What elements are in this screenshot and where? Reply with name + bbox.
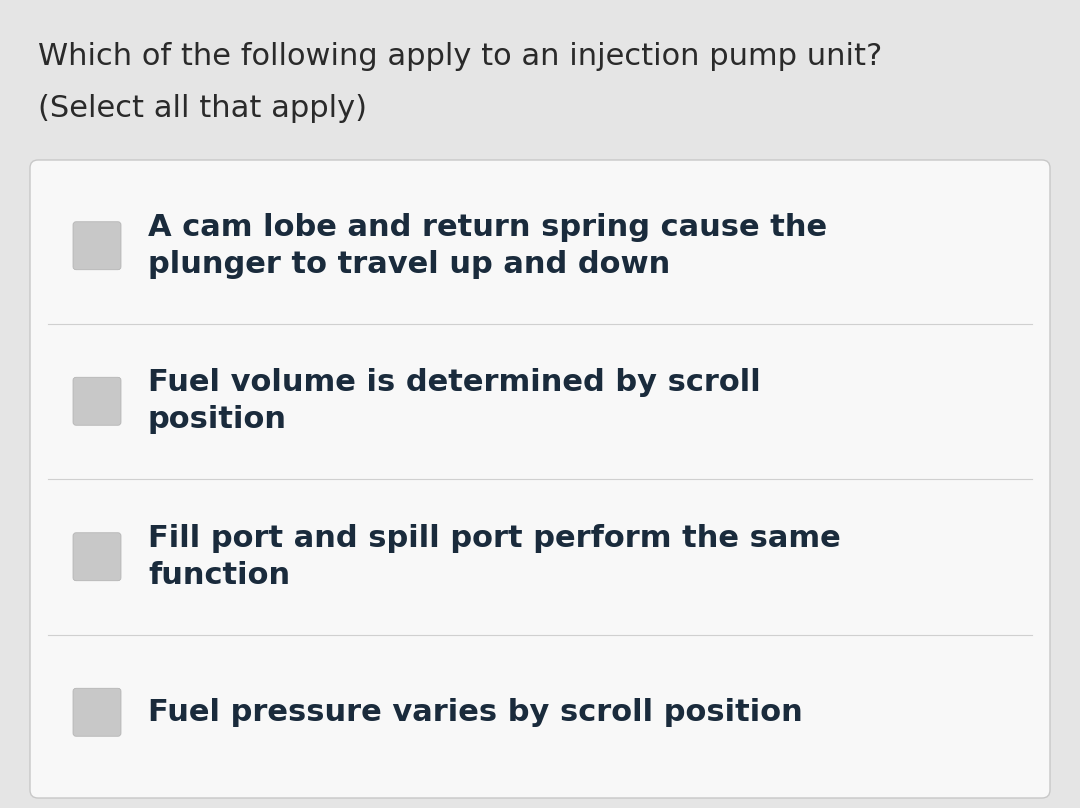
- Text: A cam lobe and return spring cause the
plunger to travel up and down: A cam lobe and return spring cause the p…: [148, 213, 827, 279]
- FancyBboxPatch shape: [30, 160, 1050, 798]
- Text: Which of the following apply to an injection pump unit?: Which of the following apply to an injec…: [38, 42, 882, 71]
- Text: (Select all that apply): (Select all that apply): [38, 94, 367, 123]
- FancyBboxPatch shape: [73, 532, 121, 581]
- FancyBboxPatch shape: [73, 688, 121, 736]
- FancyBboxPatch shape: [73, 377, 121, 425]
- Text: Fill port and spill port perform the same
function: Fill port and spill port perform the sam…: [148, 524, 840, 590]
- FancyBboxPatch shape: [73, 221, 121, 270]
- Text: Fuel volume is determined by scroll
position: Fuel volume is determined by scroll posi…: [148, 368, 760, 434]
- Text: Fuel pressure varies by scroll position: Fuel pressure varies by scroll position: [148, 698, 802, 726]
